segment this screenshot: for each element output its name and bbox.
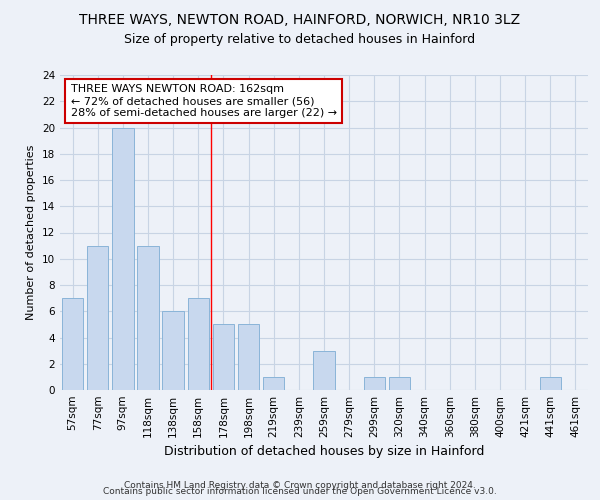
Bar	[137, 246, 158, 390]
Text: THREE WAYS NEWTON ROAD: 162sqm
← 72% of detached houses are smaller (56)
28% of : THREE WAYS NEWTON ROAD: 162sqm ← 72% of …	[71, 84, 337, 117]
Bar	[62, 298, 83, 390]
Y-axis label: Number of detached properties: Number of detached properties	[26, 145, 37, 320]
Bar	[313, 350, 335, 390]
Text: Contains public sector information licensed under the Open Government Licence v3: Contains public sector information licen…	[103, 487, 497, 496]
Bar	[112, 128, 134, 390]
Bar	[238, 324, 259, 390]
Bar	[163, 311, 184, 390]
Bar	[364, 377, 385, 390]
Bar	[213, 324, 234, 390]
Bar	[188, 298, 209, 390]
Text: Size of property relative to detached houses in Hainford: Size of property relative to detached ho…	[124, 32, 476, 46]
Text: THREE WAYS, NEWTON ROAD, HAINFORD, NORWICH, NR10 3LZ: THREE WAYS, NEWTON ROAD, HAINFORD, NORWI…	[79, 12, 521, 26]
Bar	[263, 377, 284, 390]
Bar	[87, 246, 109, 390]
Bar	[539, 377, 561, 390]
Text: Contains HM Land Registry data © Crown copyright and database right 2024.: Contains HM Land Registry data © Crown c…	[124, 481, 476, 490]
X-axis label: Distribution of detached houses by size in Hainford: Distribution of detached houses by size …	[164, 446, 484, 458]
Bar	[389, 377, 410, 390]
